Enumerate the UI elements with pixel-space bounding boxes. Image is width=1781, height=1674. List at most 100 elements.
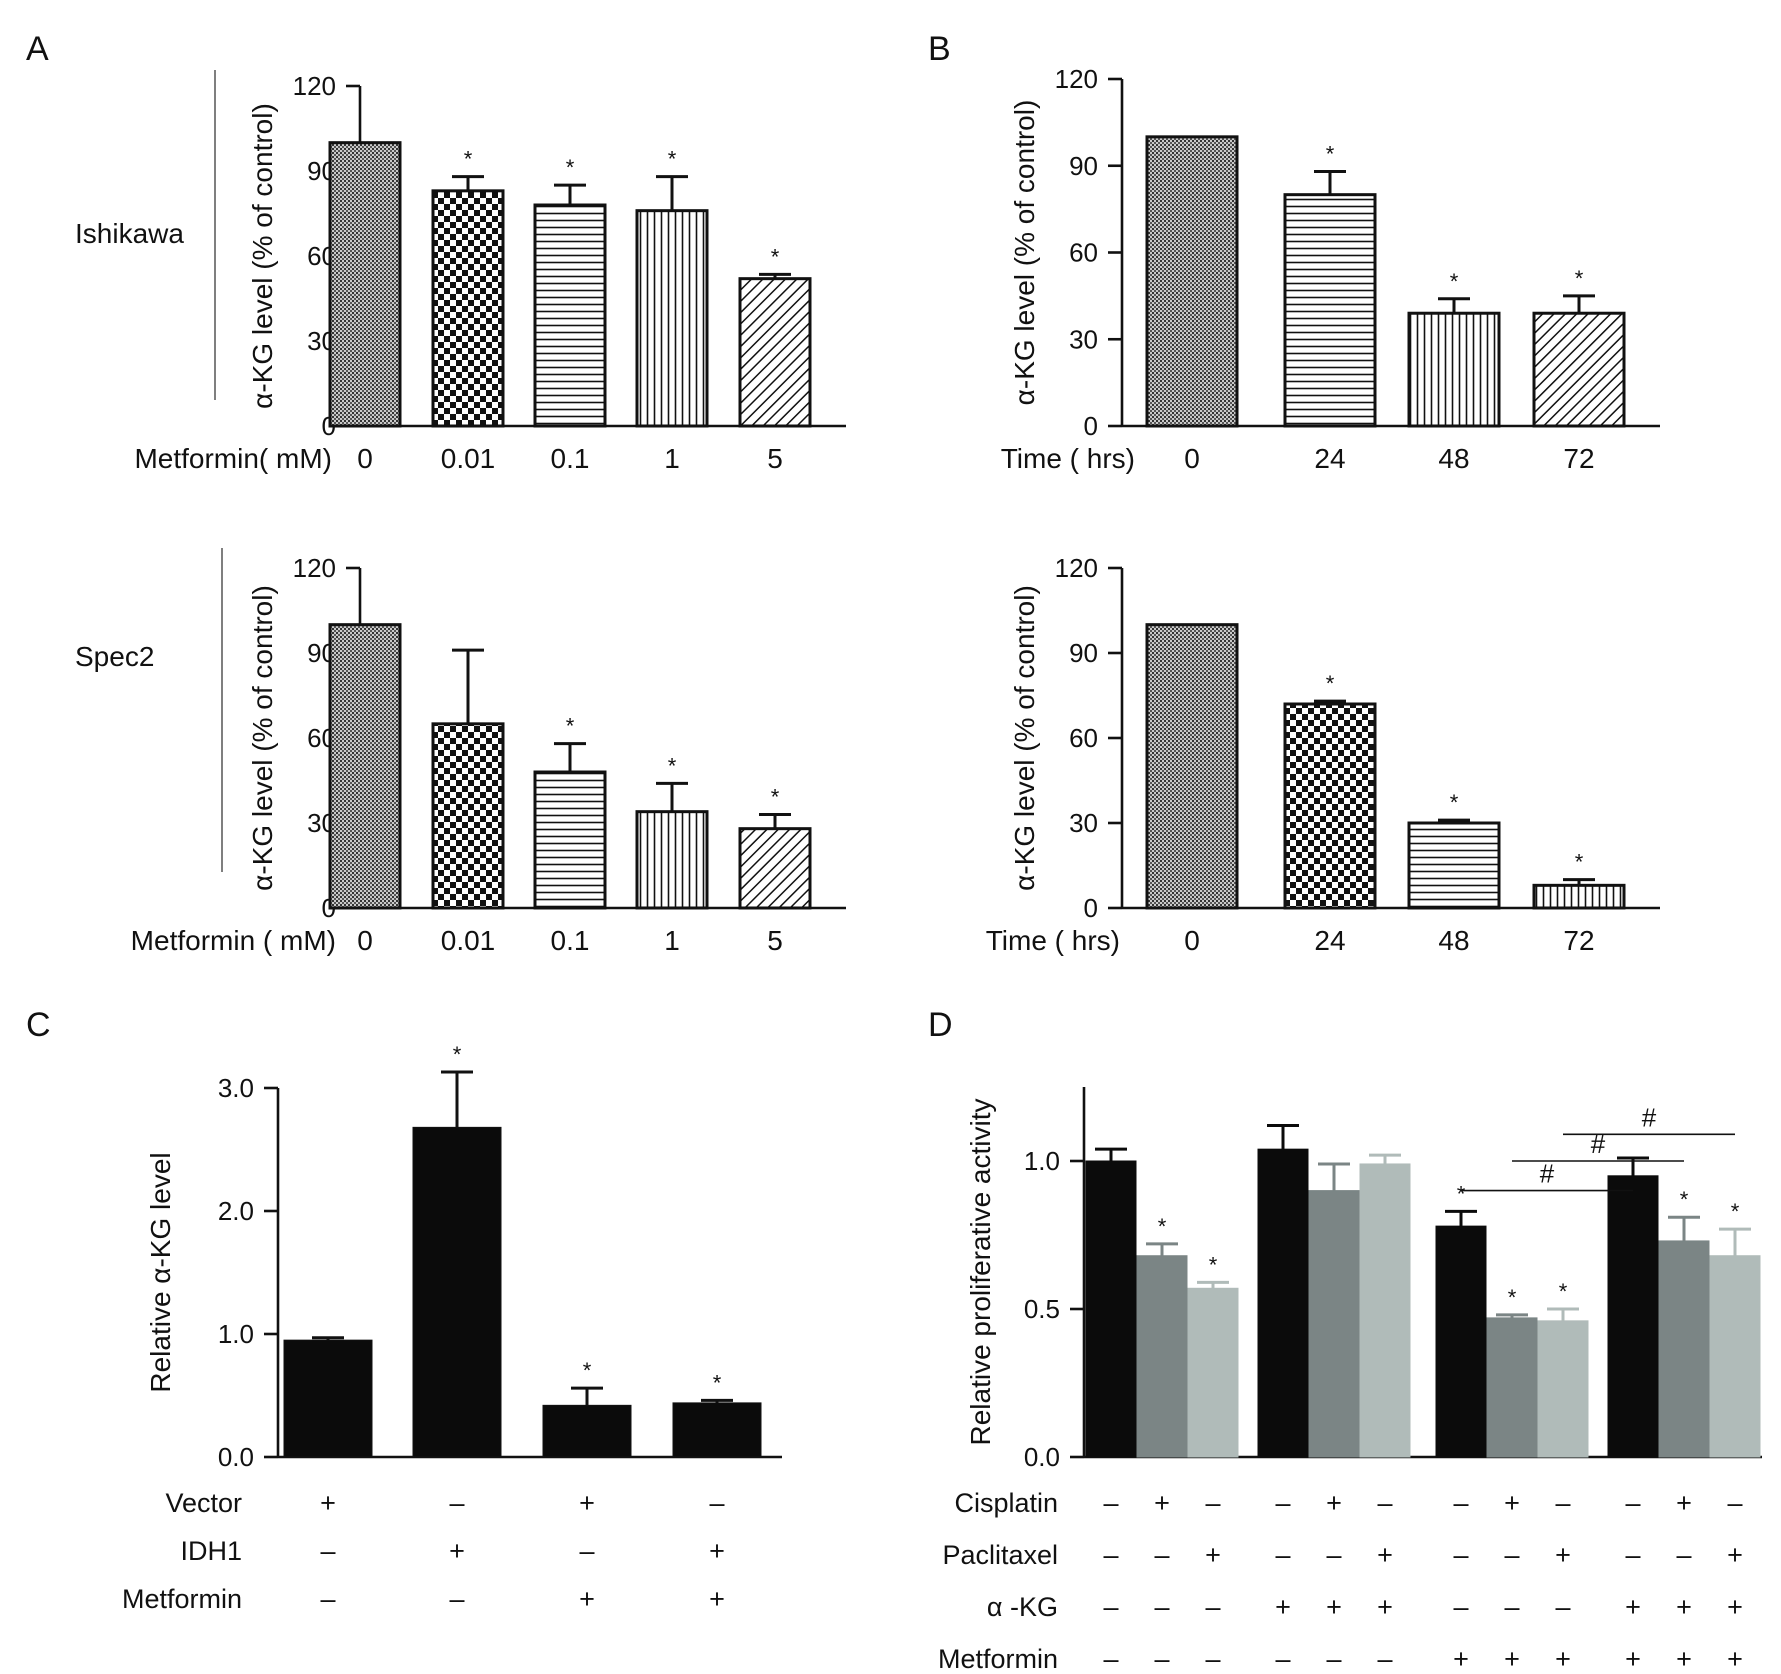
- chart5-bar: [1435, 1225, 1487, 1458]
- chart3-ytick-label: 120: [1055, 553, 1098, 583]
- chart5-significance-mark: *: [1158, 1214, 1167, 1239]
- panel-letter-a: A: [26, 30, 49, 68]
- chart5-condition-sign: –: [1205, 1488, 1220, 1518]
- chart2-row-label: Spec2: [75, 641, 154, 672]
- chart3-significance-mark: *: [1575, 850, 1584, 875]
- chart1-xlabel: Time ( hrs): [1001, 443, 1135, 474]
- chart4-significance-mark: *: [453, 1042, 462, 1067]
- chart4-ytick-label: 0.0: [218, 1442, 254, 1472]
- chart0-ylabel: α-KG level (% of control): [247, 103, 278, 409]
- chart2-significance-mark: *: [566, 714, 575, 739]
- chart0-significance-mark: *: [464, 147, 473, 172]
- chart5-condition-sign: –: [1453, 1488, 1468, 1518]
- chart5-condition-sign: –: [1154, 1592, 1169, 1622]
- chart4-condition-label: IDH1: [180, 1536, 242, 1566]
- chart4-condition-sign: +: [579, 1584, 595, 1614]
- chart3-ylabel: α-KG level (% of control): [1009, 585, 1040, 891]
- chart5-bar: [1709, 1255, 1761, 1458]
- chart0-bar: [431, 189, 505, 428]
- chart5-significance-mark: *: [1559, 1279, 1568, 1304]
- chart5-condition-sign: +: [1676, 1644, 1692, 1674]
- chart5-ytick-label: 0.5: [1024, 1294, 1060, 1324]
- chart5-condition-sign: –: [1326, 1644, 1341, 1674]
- chart5-condition-sign: –: [1504, 1592, 1519, 1622]
- chart5-bar: [1359, 1163, 1411, 1458]
- panel-letter-b: B: [928, 30, 951, 68]
- chart2-xlabel: Metformin ( mM): [131, 925, 336, 956]
- chart5-condition-sign: –: [1453, 1540, 1468, 1570]
- chart4-condition-sign: –: [449, 1584, 464, 1614]
- chart3-bar: [1145, 623, 1239, 910]
- chart4-ytick-label: 3.0: [218, 1073, 254, 1103]
- chart4-condition-label: Vector: [165, 1488, 242, 1518]
- chart5-significance-mark: *: [1508, 1285, 1517, 1310]
- chart4-condition-sign: +: [709, 1584, 725, 1614]
- chart2-bar: [738, 827, 812, 910]
- chart5-condition-sign: +: [1625, 1592, 1641, 1622]
- chart4-bar: [412, 1126, 502, 1458]
- chart5-bar: [1308, 1190, 1360, 1458]
- chart5-ylabel: Relative proliferative activity: [965, 1098, 996, 1445]
- chart5-condition-sign: +: [1326, 1488, 1342, 1518]
- chart5-condition-sign: –: [1103, 1592, 1118, 1622]
- chart0-ytick-label: 120: [293, 71, 336, 101]
- chart4-condition-sign: –: [320, 1536, 335, 1566]
- chart2-xtick-label: 1: [664, 925, 680, 956]
- panel-letter-c: C: [26, 1006, 51, 1044]
- chart5-condition-sign: –: [1625, 1488, 1640, 1518]
- chart1-bar: [1532, 311, 1626, 428]
- chart0-xlabel: Metformin( mM): [134, 443, 332, 474]
- chart3-ytick-label: 90: [1069, 638, 1098, 668]
- chart5-condition-sign: –: [1103, 1644, 1118, 1674]
- chart0-xtick-label: 0: [357, 443, 373, 474]
- chart5-bar: [1187, 1287, 1239, 1458]
- chart1-bar: [1407, 311, 1501, 428]
- chart2-bar: [431, 722, 505, 910]
- chart1-ytick-label: 0: [1084, 411, 1098, 441]
- chart2-bar: [533, 770, 607, 910]
- chart1-xtick-label: 72: [1563, 443, 1594, 474]
- chart5-bar: [1658, 1240, 1710, 1458]
- chart5-condition-sign: +: [1727, 1540, 1743, 1570]
- chart5-condition-label: Paclitaxel: [942, 1540, 1058, 1570]
- chart0-significance-mark: *: [566, 155, 575, 180]
- chart2-ylabel: α-KG level (% of control): [247, 585, 278, 891]
- chart4-ytick-label: 2.0: [218, 1196, 254, 1226]
- chart0-bar: [738, 277, 812, 428]
- chart4-significance-mark: *: [713, 1370, 722, 1395]
- chart1-significance-mark: *: [1575, 266, 1584, 291]
- chart5-condition-sign: –: [1103, 1488, 1118, 1518]
- chart3-xlabel: Time ( hrs): [986, 925, 1120, 956]
- chart5-significance-mark: *: [1209, 1252, 1218, 1277]
- chart5-condition-sign: +: [1377, 1592, 1393, 1622]
- chart0-bar: [533, 203, 607, 428]
- chart5-condition-sign: +: [1504, 1488, 1520, 1518]
- chart5-condition-sign: +: [1625, 1644, 1641, 1674]
- chart4-condition-sign: +: [709, 1536, 725, 1566]
- chart5-condition-label: Metformin: [938, 1644, 1058, 1674]
- chart5-condition-sign: +: [1154, 1488, 1170, 1518]
- chart1-ytick-label: 120: [1055, 64, 1098, 94]
- chart2-xtick-label: 0.01: [441, 925, 496, 956]
- chart5-condition-sign: –: [1275, 1540, 1290, 1570]
- chart5-condition-sign: +: [1326, 1592, 1342, 1622]
- chart0-row-label: Ishikawa: [75, 218, 184, 249]
- chart2-xtick-label: 0: [357, 925, 373, 956]
- chart1-xtick-label: 48: [1438, 443, 1469, 474]
- chart5-bar: [1085, 1160, 1137, 1458]
- chart3-significance-mark: *: [1450, 790, 1459, 815]
- chart5-condition-sign: –: [1555, 1488, 1570, 1518]
- chart5-significance-mark: *: [1680, 1187, 1689, 1212]
- chart3-bar: [1532, 883, 1626, 910]
- chart3-significance-mark: *: [1326, 671, 1335, 696]
- chart4-condition-sign: +: [449, 1536, 465, 1566]
- chart4-condition-sign: +: [579, 1488, 595, 1518]
- chart2-ytick-label: 120: [293, 553, 336, 583]
- chart5-condition-sign: –: [1205, 1644, 1220, 1674]
- chart4-ytick-label: 1.0: [218, 1319, 254, 1349]
- chart5-condition-sign: –: [1154, 1644, 1169, 1674]
- chart1-significance-mark: *: [1326, 142, 1335, 167]
- chart0-bar: [635, 209, 709, 428]
- chart2-bar: [328, 623, 402, 910]
